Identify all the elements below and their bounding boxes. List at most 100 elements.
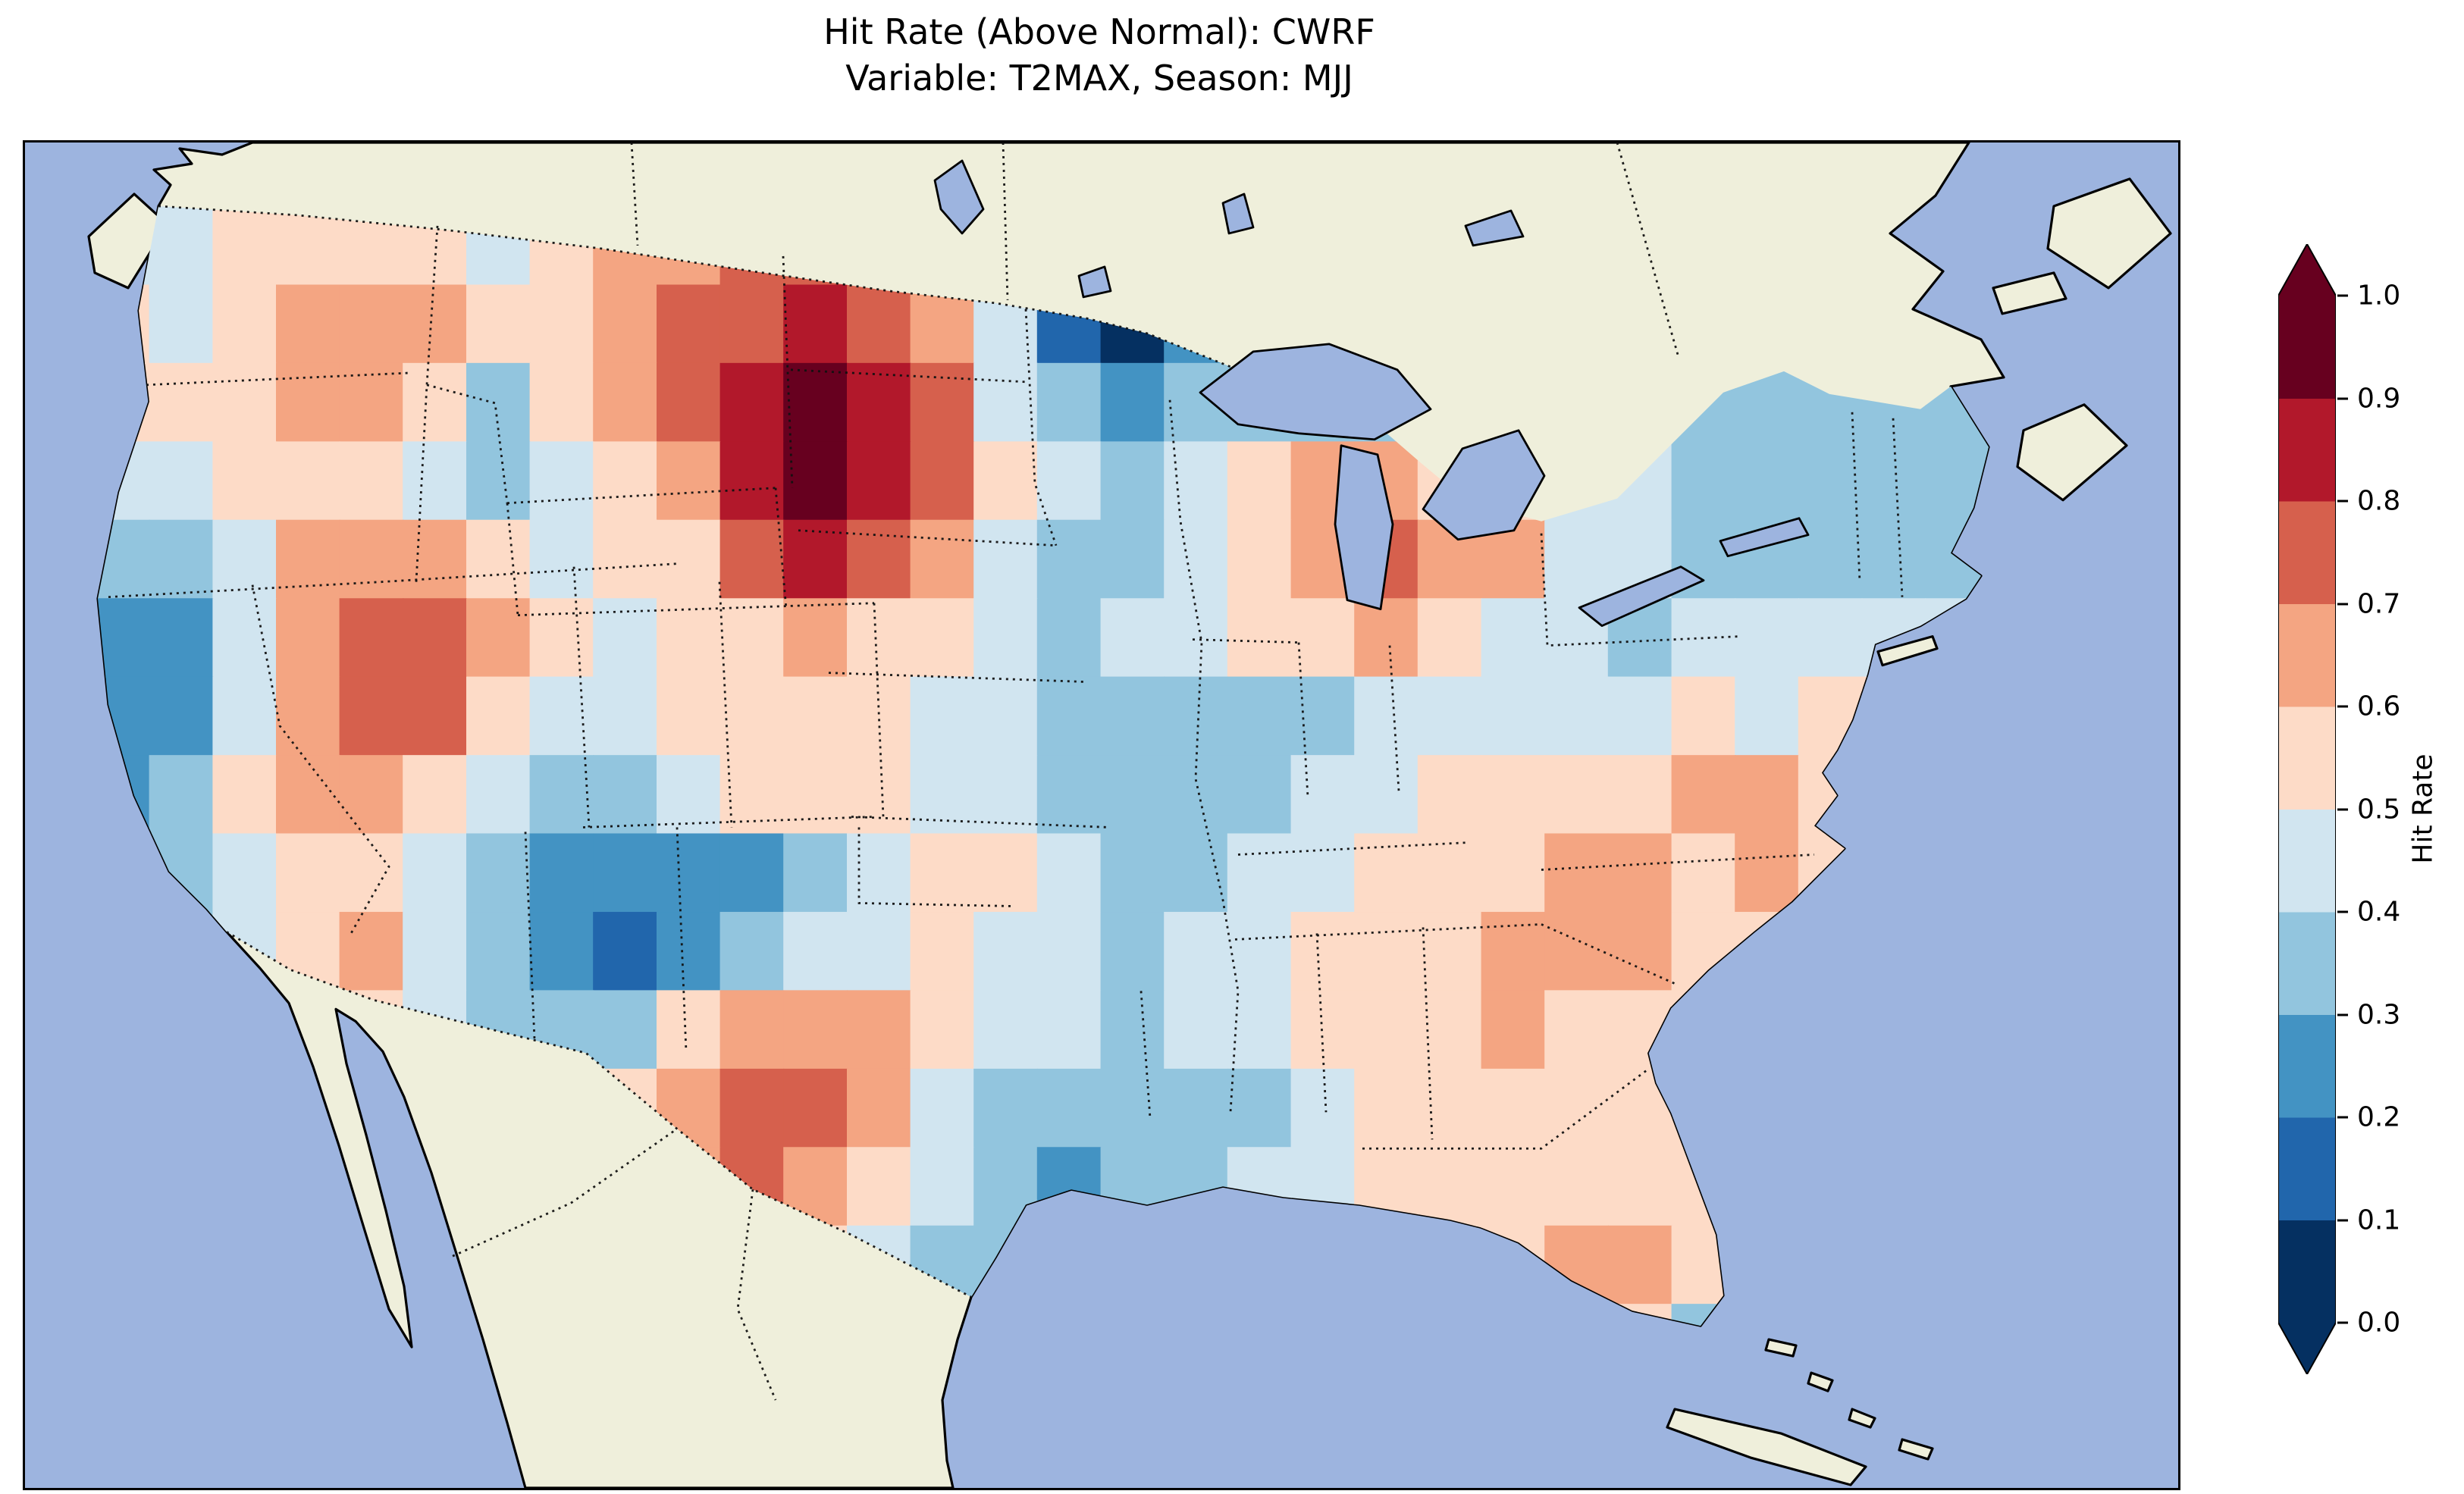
heatmap-cell [719, 598, 785, 678]
heatmap-cell [847, 284, 911, 365]
colorbar-band [2278, 912, 2336, 1015]
heatmap-cell [529, 755, 594, 835]
heatmap-cell [910, 1147, 975, 1226]
us-canada-border [158, 205, 1375, 424]
colorbar-tick: 0.3 [2337, 999, 2400, 1030]
colorbar-tick: 0.1 [2337, 1204, 2400, 1236]
heatmap-cell [783, 755, 848, 835]
lake-ontario [1719, 517, 1810, 558]
heatmap-cell [1100, 362, 1165, 443]
heatmap-cell [1544, 833, 1609, 913]
heatmap-cell [783, 833, 848, 913]
heatmap-cell [1798, 441, 1863, 521]
heatmap-cell [1481, 1068, 1546, 1148]
heatmap-cell [593, 362, 657, 443]
heatmap-cell [149, 362, 214, 443]
heatmap-cell [466, 598, 531, 678]
colorbar-tick-mark [2337, 1219, 2348, 1221]
lake-nipigon [1221, 193, 1255, 235]
heatmap-cell [149, 441, 214, 521]
heatmap-cell [1354, 1068, 1419, 1148]
heatmap-cell [276, 284, 340, 365]
heatmap-cell [212, 205, 277, 286]
heatmap-cell [593, 990, 657, 1070]
heatmap-cell [910, 1068, 975, 1148]
bahamas-island [1848, 1408, 1876, 1429]
heatmap-cell [847, 1147, 911, 1226]
heatmap-cell [910, 519, 975, 600]
colorbar-tick-mark [2337, 1321, 2348, 1324]
heatmap-cell [910, 755, 975, 835]
heatmap-cell [719, 833, 785, 913]
heatmap-cell [1164, 833, 1228, 913]
heatmap-cell [1607, 1225, 1672, 1305]
heatmap-cell [403, 676, 467, 756]
colorbar-tick-label: 0.4 [2357, 896, 2401, 928]
heatmap-cell [212, 519, 277, 600]
heatmap-cell [466, 912, 531, 991]
heatmap-cell [657, 598, 721, 678]
heatmap-cell [593, 598, 657, 678]
heatmap-cell [1164, 519, 1228, 600]
nova-scotia [2016, 403, 2128, 502]
heatmap-cell [719, 519, 785, 600]
lake-michigan [1334, 444, 1394, 611]
heatmap-cell [1607, 833, 1672, 913]
colorbar-tick-label: 0.3 [2357, 999, 2401, 1030]
colorbar-tick-label: 0.6 [2357, 691, 2401, 722]
heatmap-cell [719, 990, 785, 1070]
heatmap-cell [783, 912, 848, 991]
heatmap-cell [212, 833, 277, 913]
heatmap-cell [403, 284, 467, 365]
heatmap-cell [1798, 598, 1863, 678]
heatmap-cell [1607, 1147, 1672, 1226]
lake-of-the-woods [1077, 265, 1112, 299]
heatmap-cell [1164, 441, 1228, 521]
heatmap-cell [1036, 912, 1102, 991]
heatmap-cell [1861, 519, 1926, 600]
title-line-1: Hit Rate (Above Normal): CWRF [823, 11, 1375, 52]
mexico-state-border [736, 1189, 777, 1401]
heatmap-cell [1735, 441, 1799, 521]
heatmap-cell [149, 284, 214, 365]
heatmap-cell [1671, 676, 1736, 756]
heatmap-cell [1544, 912, 1609, 991]
heatmap-cell [403, 519, 467, 600]
heatmap-cell [149, 598, 214, 678]
colorbar-tick: 0.2 [2337, 1102, 2400, 1133]
heatmap-cell [276, 833, 340, 913]
heatmap-cell [339, 362, 404, 443]
heatmap-cell [1607, 676, 1672, 756]
heatmap-cell [719, 676, 785, 756]
colorbar-band [2278, 1117, 2336, 1220]
heatmap-cell [339, 284, 404, 365]
state-and-country-borders [108, 143, 1904, 1401]
heatmap-cell [466, 519, 531, 600]
heatmap-cell [1417, 1147, 1482, 1226]
heatmap-cell [973, 598, 1038, 678]
heatmap-cell [910, 441, 975, 521]
heatmap-cell [1735, 755, 1799, 835]
heatmap-cell [1354, 990, 1419, 1070]
map-panel [23, 140, 2180, 1490]
heatmap-cell [276, 362, 340, 443]
colorbar-tick: 0.9 [2337, 383, 2400, 414]
heatmap-cell [847, 676, 911, 756]
colorbar-tick-label: 0.1 [2357, 1204, 2401, 1236]
heatmap-cell [1481, 755, 1546, 835]
heatmap-cell [1100, 990, 1165, 1070]
heatmap-cell [1481, 1147, 1546, 1226]
colorbar-tick-label: 0.2 [2357, 1101, 2401, 1133]
heatmap-cell [529, 598, 594, 678]
heatmap-cell [1100, 676, 1165, 756]
heatmap-cell [657, 284, 721, 365]
colorbar-tick-mark [2337, 397, 2348, 399]
heatmap-cell [1100, 912, 1165, 991]
heatmap-cell [1227, 755, 1292, 835]
heatmap-cell [847, 833, 911, 913]
heatmap-cell [1036, 676, 1102, 756]
colorbar-tick-mark [2337, 910, 2348, 913]
heatmap-cell [149, 676, 214, 756]
heatmap-cell [1227, 912, 1292, 991]
heatmap-cell [1227, 441, 1292, 521]
